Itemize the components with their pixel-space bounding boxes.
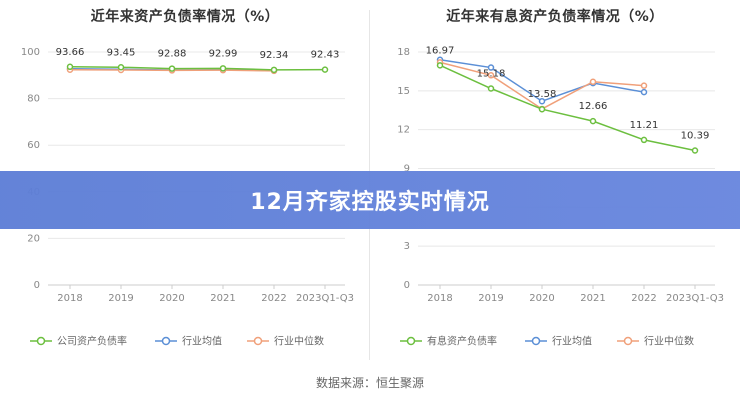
legend-marker [531, 336, 541, 346]
x-tick-label: 2018 [57, 293, 82, 304]
data-point [219, 65, 227, 72]
data-point [436, 62, 444, 69]
legend-label: 行业均值 [182, 335, 222, 348]
data-label: 11.21 [630, 120, 659, 131]
chart-interest-debt-ratio: 近年来有息资产负债率情况（%） 036912151820182019202020… [370, 0, 740, 370]
banner-title: 12月齐家控股实时情况 [250, 190, 490, 215]
legend-label: 行业中位数 [644, 335, 694, 348]
data-point [321, 66, 329, 73]
x-tick-label: 2020 [159, 293, 184, 304]
data-label: 15.18 [477, 69, 506, 80]
data-point [640, 88, 648, 96]
data-point [168, 65, 176, 72]
data-label: 10.39 [681, 131, 710, 142]
y-tick-label: 15 [397, 86, 410, 97]
y-tick-label: 100 [21, 47, 40, 58]
title-banner: 12月齐家控股实时情况 [0, 171, 740, 229]
data-point [487, 72, 495, 79]
series-line [69, 66, 326, 71]
y-tick-label: 18 [397, 47, 410, 58]
data-label: 93.66 [56, 47, 85, 58]
data-label: 12.66 [579, 101, 608, 112]
legend-item[interactable]: 行业均值 [525, 335, 592, 348]
data-label: 13.58 [528, 89, 557, 100]
data-point [589, 78, 597, 86]
data-label: 93.45 [107, 47, 136, 58]
data-point [589, 117, 597, 125]
y-tick-label: 3 [404, 241, 410, 252]
y-tick-label: 80 [27, 94, 40, 105]
y-tick-label: 0 [34, 280, 40, 291]
x-tick-label: 2020 [529, 293, 554, 304]
y-tick-label: 60 [27, 140, 40, 151]
series-line [439, 64, 696, 152]
legend-label: 行业均值 [552, 335, 592, 348]
chart-svg: 0369121518201820192020202120222023Q1-Q31… [397, 45, 724, 348]
x-tick-label: 2019 [478, 293, 503, 304]
y-tick-label: 12 [397, 125, 410, 136]
legend-label: 公司资产负债率 [57, 335, 127, 348]
legend-item[interactable]: 行业均值 [155, 335, 222, 348]
chart-title: 近年来资产负债率情况（%） [90, 9, 280, 25]
x-tick-label: 2018 [427, 293, 452, 304]
data-point [66, 63, 74, 71]
data-label: 92.34 [260, 50, 289, 61]
legend-item[interactable]: 行业中位数 [247, 335, 324, 348]
x-tick-label: 2023Q1-Q3 [296, 293, 354, 304]
x-tick-label: 2023Q1-Q3 [666, 293, 724, 304]
data-point [117, 64, 125, 71]
data-point [640, 136, 648, 144]
data-point [691, 147, 699, 154]
legend-item[interactable]: 行业中位数 [617, 335, 694, 348]
legend-item[interactable]: 有息资产负债率 [400, 335, 497, 348]
data-point [538, 105, 546, 113]
data-point [487, 64, 495, 71]
y-tick-label: 0 [404, 280, 410, 291]
data-label: 92.99 [209, 48, 238, 59]
legend-marker [161, 336, 171, 346]
legend-marker [623, 336, 633, 346]
x-tick-label: 2021 [210, 293, 235, 304]
x-tick-label: 2019 [108, 293, 133, 304]
legend-item[interactable]: 公司资产负债率 [30, 335, 127, 348]
data-point [270, 66, 278, 74]
data-source: 数据来源：恒生聚源 [315, 376, 424, 390]
x-tick-label: 2021 [580, 293, 605, 304]
data-label: 92.43 [311, 50, 340, 61]
data-point [487, 85, 495, 92]
legend-label: 有息资产负债率 [427, 335, 497, 348]
x-tick-label: 2022 [631, 293, 656, 304]
legend-label: 行业中位数 [274, 335, 324, 348]
x-tick-label: 2022 [261, 293, 286, 304]
data-label: 16.97 [426, 45, 455, 56]
data-point [538, 97, 546, 105]
legend-marker [253, 336, 263, 346]
legend-marker [36, 336, 46, 346]
chart-title: 近年来有息资产负债率情况（%） [446, 9, 664, 25]
y-tick-label: 20 [27, 233, 40, 244]
y-tick-label: 9 [404, 164, 410, 175]
data-point [640, 82, 648, 89]
legend-marker [406, 336, 416, 346]
data-label: 92.88 [158, 49, 187, 60]
